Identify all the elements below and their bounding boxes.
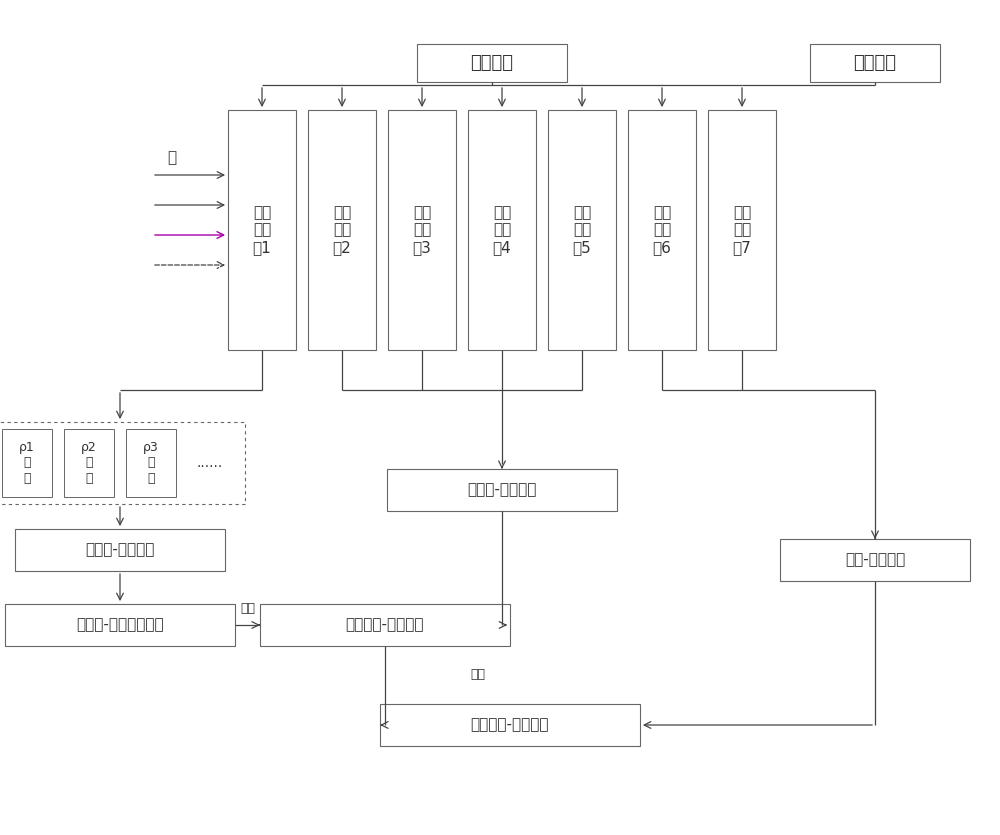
Text: ......: ......: [197, 456, 223, 470]
Bar: [628, 110, 696, 350]
Text: 密度
梯度
柱6: 密度 梯度 柱6: [653, 205, 671, 255]
Text: 透光率-浓度曲线: 透光率-浓度曲线: [85, 543, 155, 558]
Bar: [388, 110, 456, 350]
Text: 转化: 转化: [240, 602, 255, 615]
Bar: [387, 469, 617, 511]
Text: 密度-高度曲线: 密度-高度曲线: [845, 553, 905, 568]
Bar: [5, 604, 235, 646]
Bar: [126, 429, 176, 497]
Bar: [810, 44, 940, 82]
Text: 密度
梯度
柱7: 密度 梯度 柱7: [733, 205, 751, 255]
Text: 透光率-高度曲线: 透光率-高度曲线: [467, 483, 537, 498]
Text: 光: 光: [167, 150, 176, 165]
Text: 密度
梯度
柱3: 密度 梯度 柱3: [413, 205, 431, 255]
Bar: [380, 704, 640, 746]
Bar: [417, 44, 567, 82]
Text: 密度
梯度
柱4: 密度 梯度 柱4: [493, 205, 511, 255]
Bar: [548, 110, 616, 350]
Text: 质量含量-高度曲线: 质量含量-高度曲线: [346, 618, 424, 632]
Text: ρ2
样
品: ρ2 样 品: [81, 442, 97, 484]
Bar: [0, 422, 245, 504]
Bar: [64, 429, 114, 497]
Text: 密度
梯度
柱2: 密度 梯度 柱2: [333, 205, 351, 255]
Text: ρ1
样
品: ρ1 样 品: [19, 442, 35, 484]
Text: 质量含量-密度曲线: 质量含量-密度曲线: [471, 717, 549, 732]
Bar: [260, 604, 510, 646]
Text: 玻璃浮子: 玻璃浮子: [854, 54, 896, 72]
Bar: [468, 110, 536, 350]
Text: 待测样品: 待测样品: [471, 54, 514, 72]
Text: 转化: 转化: [470, 669, 485, 681]
Bar: [308, 110, 376, 350]
Text: 密度
梯度
柱5: 密度 梯度 柱5: [573, 205, 591, 255]
Bar: [2, 429, 52, 497]
Bar: [780, 539, 970, 581]
Bar: [15, 529, 225, 571]
Text: ρ3
样
品: ρ3 样 品: [143, 442, 159, 484]
Bar: [708, 110, 776, 350]
Text: 密度
梯度
柱1: 密度 梯度 柱1: [253, 205, 271, 255]
Text: 透光率-质量含量曲线: 透光率-质量含量曲线: [76, 618, 164, 632]
Bar: [228, 110, 296, 350]
